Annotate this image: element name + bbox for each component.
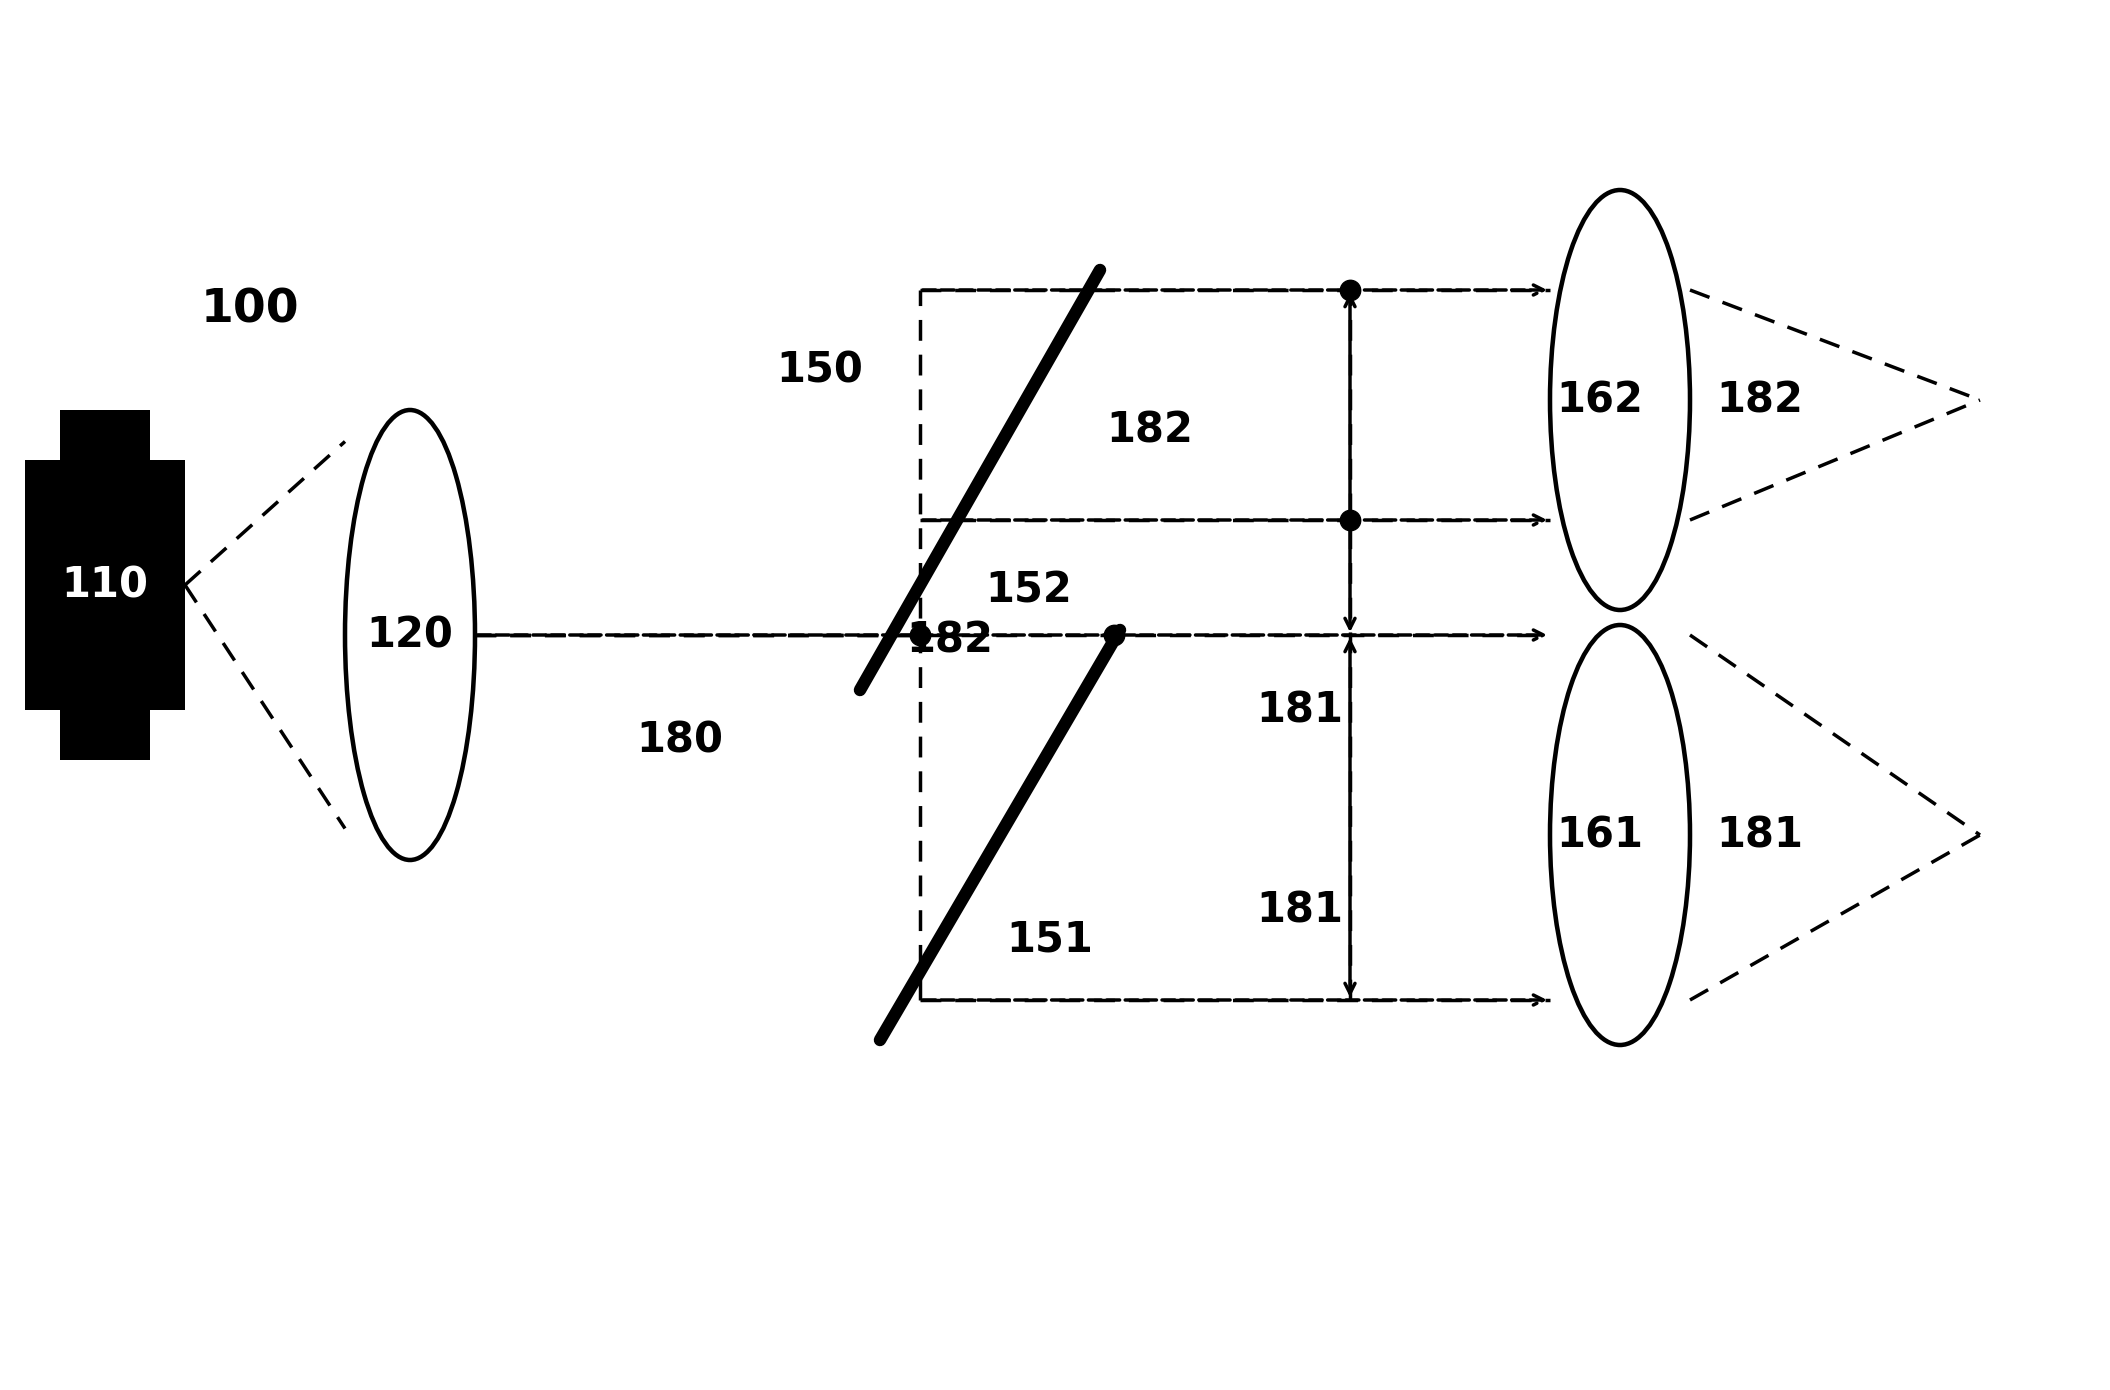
Bar — [25, 460, 186, 710]
Ellipse shape — [346, 410, 475, 860]
Text: 181: 181 — [1255, 689, 1344, 731]
Bar — [59, 410, 150, 460]
Text: 182: 182 — [1106, 409, 1194, 450]
Text: 152: 152 — [985, 569, 1072, 612]
Text: 182: 182 — [907, 619, 994, 662]
Bar — [59, 710, 150, 760]
Text: 151: 151 — [1006, 919, 1093, 960]
Text: 120: 120 — [367, 614, 454, 656]
Text: 110: 110 — [61, 564, 148, 606]
Point — [1334, 279, 1367, 302]
Point — [903, 624, 937, 646]
Ellipse shape — [1551, 626, 1690, 1045]
Text: 182: 182 — [1718, 379, 1804, 421]
Text: 150: 150 — [776, 349, 863, 391]
Text: 162: 162 — [1557, 379, 1644, 421]
Text: 180: 180 — [637, 719, 724, 760]
Ellipse shape — [1551, 190, 1690, 610]
Point — [1097, 624, 1131, 646]
Text: 181: 181 — [1718, 815, 1804, 856]
Text: 181: 181 — [1255, 890, 1344, 931]
Text: 100: 100 — [200, 288, 300, 332]
Point — [1334, 509, 1367, 531]
Text: 161: 161 — [1557, 815, 1644, 856]
